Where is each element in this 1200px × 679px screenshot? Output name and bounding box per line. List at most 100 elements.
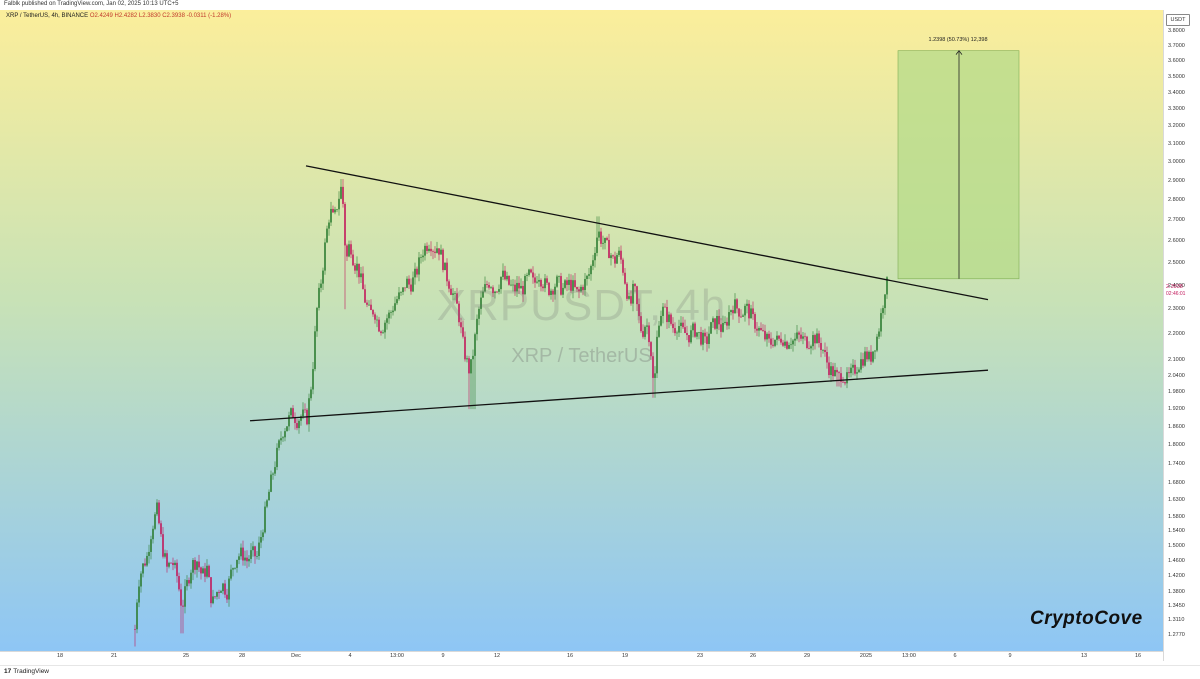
candle-body bbox=[440, 249, 442, 255]
candle-body bbox=[586, 275, 588, 279]
candle-body bbox=[612, 255, 614, 257]
candle-body bbox=[566, 280, 568, 285]
candle-body bbox=[864, 351, 866, 366]
candle-body bbox=[618, 250, 620, 256]
candle-body bbox=[276, 447, 278, 468]
candle-body bbox=[744, 305, 746, 316]
candle-body bbox=[542, 286, 544, 289]
chart-plot-area[interactable] bbox=[0, 10, 1163, 651]
candle-body bbox=[534, 277, 536, 283]
candle-body bbox=[692, 323, 694, 331]
candle-body bbox=[768, 333, 770, 339]
candle-body bbox=[538, 279, 540, 282]
candle-body bbox=[152, 528, 154, 540]
price-tick: 3.4000 bbox=[1168, 89, 1185, 96]
price-tick: 2.2000 bbox=[1168, 330, 1185, 337]
candle-body bbox=[786, 341, 788, 349]
time-tick: 13 bbox=[1080, 653, 1088, 659]
candle-body bbox=[388, 312, 390, 319]
ticker-line: XRP / TetherUS, 4h, BINANCE O2.4249 H2.4… bbox=[6, 13, 231, 19]
candle-body bbox=[358, 263, 360, 278]
price-tick: 2.8000 bbox=[1168, 197, 1185, 204]
time-tick: 23 bbox=[696, 653, 704, 659]
candle-body bbox=[560, 276, 562, 295]
candle-body bbox=[774, 339, 776, 346]
time-tick: 28 bbox=[238, 653, 246, 659]
candle-body bbox=[310, 389, 312, 399]
candle-body bbox=[526, 274, 528, 276]
candle-body bbox=[532, 272, 534, 278]
candle-body bbox=[478, 308, 480, 319]
candle-body bbox=[272, 473, 274, 475]
time-axis[interactable] bbox=[0, 651, 1163, 666]
time-tick: 18 bbox=[56, 653, 64, 659]
candle-body bbox=[716, 315, 718, 329]
candle-body bbox=[828, 362, 830, 376]
candle-body bbox=[370, 304, 372, 311]
candle-body bbox=[240, 547, 242, 557]
candle-body bbox=[578, 289, 580, 292]
candle-body bbox=[836, 369, 838, 373]
candle-body bbox=[646, 325, 648, 327]
candle-body bbox=[788, 344, 790, 349]
candle-body bbox=[412, 277, 414, 292]
trendline-lower[interactable] bbox=[249, 369, 989, 422]
price-axis[interactable] bbox=[1163, 10, 1200, 661]
candle-body bbox=[776, 335, 778, 340]
candle-body bbox=[826, 352, 828, 363]
candle-body bbox=[636, 286, 638, 305]
candle-body bbox=[142, 563, 144, 574]
candle-body bbox=[398, 292, 400, 300]
candle-body bbox=[800, 334, 802, 339]
candle-body bbox=[356, 263, 358, 271]
candle-body bbox=[406, 278, 408, 288]
candle-body bbox=[146, 555, 148, 566]
candle-body bbox=[736, 299, 738, 309]
candle-body bbox=[748, 303, 750, 319]
candle-body bbox=[614, 256, 616, 264]
candle-body bbox=[154, 514, 156, 529]
candle-body bbox=[824, 349, 826, 353]
candle-body bbox=[606, 237, 608, 240]
candle-body bbox=[846, 372, 848, 384]
time-tick: 9 bbox=[1008, 653, 1012, 659]
candle-body bbox=[162, 534, 164, 557]
candle-body bbox=[408, 278, 410, 285]
candle-body bbox=[848, 372, 850, 374]
candle-body bbox=[298, 420, 300, 429]
trendline-upper[interactable] bbox=[305, 165, 989, 301]
candle-body bbox=[314, 331, 316, 370]
time-tick: 4 bbox=[348, 653, 352, 659]
currency-label[interactable]: USDT bbox=[1166, 14, 1190, 26]
candle-body bbox=[714, 318, 716, 329]
brand-watermark: CryptoCove bbox=[1030, 608, 1143, 629]
candle-body bbox=[134, 629, 136, 630]
tradingview-logo[interactable]: 17 TradingView bbox=[4, 668, 49, 675]
candle-body bbox=[274, 467, 276, 474]
candle-body bbox=[702, 332, 704, 345]
candle-body bbox=[746, 303, 748, 306]
price-tick: 2.5000 bbox=[1168, 260, 1185, 267]
candle-body bbox=[360, 273, 362, 278]
candle-body bbox=[380, 331, 382, 334]
candle-body bbox=[198, 561, 200, 568]
target-zone[interactable] bbox=[897, 50, 1020, 280]
candle-body bbox=[428, 248, 430, 251]
candle-body bbox=[222, 583, 224, 592]
candle-body bbox=[376, 319, 378, 321]
time-tick: 16 bbox=[1134, 653, 1142, 659]
candle-body bbox=[672, 323, 674, 329]
price-tick: 1.9200 bbox=[1168, 406, 1185, 413]
candle-body bbox=[502, 270, 504, 277]
price-tick: 1.3110 bbox=[1168, 617, 1185, 624]
candle-body bbox=[140, 573, 142, 587]
candle-body bbox=[820, 342, 822, 351]
price-tick: 3.1000 bbox=[1168, 141, 1185, 148]
candle-body bbox=[200, 567, 202, 574]
candle-body bbox=[804, 336, 806, 338]
candle-body bbox=[620, 250, 622, 260]
candle-body bbox=[326, 228, 328, 243]
candle-body bbox=[642, 331, 644, 337]
candle-body bbox=[442, 249, 444, 271]
candle-body bbox=[438, 248, 440, 255]
